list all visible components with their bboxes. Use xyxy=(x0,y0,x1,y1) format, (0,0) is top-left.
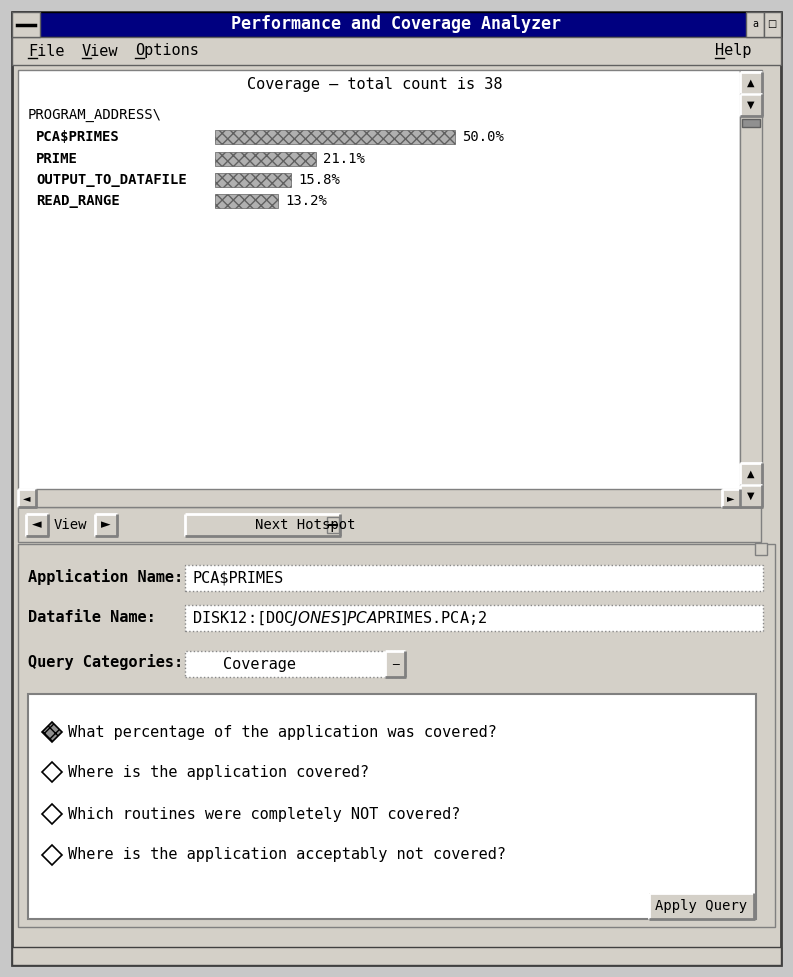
Bar xyxy=(12,12,781,37)
Text: Coverage – total count is 38: Coverage – total count is 38 xyxy=(247,76,503,92)
Bar xyxy=(12,947,781,965)
Text: Query Categories:: Query Categories: xyxy=(28,654,183,670)
Bar xyxy=(215,152,316,166)
Bar xyxy=(215,130,455,144)
Text: OUTPUT_TO_DATAFILE: OUTPUT_TO_DATAFILE xyxy=(36,173,186,187)
Text: View: View xyxy=(82,44,118,59)
Text: Where is the application covered?: Where is the application covered? xyxy=(68,764,369,780)
Bar xyxy=(742,119,760,127)
Text: DISK12:[DOC$JONES]PCA$PRIMES.PCA;2: DISK12:[DOC$JONES]PCA$PRIMES.PCA;2 xyxy=(192,609,488,627)
Text: PCA$PRIMES: PCA$PRIMES xyxy=(36,130,120,144)
Text: ▼: ▼ xyxy=(747,491,755,501)
Text: ◄: ◄ xyxy=(33,519,42,531)
Text: View: View xyxy=(54,518,87,532)
Polygon shape xyxy=(42,845,62,865)
Text: ◄: ◄ xyxy=(23,493,31,503)
Text: PRIME: PRIME xyxy=(36,152,78,166)
Text: Options: Options xyxy=(135,44,199,59)
Text: ─: ─ xyxy=(392,659,398,669)
Bar xyxy=(722,489,740,507)
Bar xyxy=(18,544,775,927)
Text: Coverage: Coverage xyxy=(224,657,297,671)
Bar xyxy=(327,517,339,533)
Bar xyxy=(215,194,278,208)
Polygon shape xyxy=(42,722,62,742)
Text: Datafile Name:: Datafile Name: xyxy=(28,610,155,624)
Bar xyxy=(185,605,763,631)
Bar xyxy=(185,514,340,536)
Bar xyxy=(755,543,767,555)
Text: ▲: ▲ xyxy=(747,78,755,88)
Bar xyxy=(746,12,764,37)
Text: ▲: ▲ xyxy=(747,469,755,479)
Text: PCA$PRIMES: PCA$PRIMES xyxy=(192,571,283,585)
Text: File: File xyxy=(28,44,64,59)
Text: Which routines were completely NOT covered?: Which routines were completely NOT cover… xyxy=(68,806,461,822)
Bar xyxy=(740,463,762,485)
Text: What percentage of the application was covered?: What percentage of the application was c… xyxy=(68,725,497,740)
Text: Where is the application acceptably not covered?: Where is the application acceptably not … xyxy=(68,847,506,863)
Bar xyxy=(740,94,762,116)
Text: Apply Query: Apply Query xyxy=(655,899,747,913)
Text: Application Name:: Application Name: xyxy=(28,569,183,585)
Bar xyxy=(18,489,36,507)
Polygon shape xyxy=(42,804,62,824)
Bar xyxy=(95,514,117,536)
Bar xyxy=(185,565,763,591)
Bar xyxy=(740,72,762,94)
Bar xyxy=(215,173,291,187)
Text: a: a xyxy=(752,19,758,29)
Bar xyxy=(12,37,781,65)
Bar xyxy=(649,893,754,919)
Text: Performance and Coverage Analyzer: Performance and Coverage Analyzer xyxy=(231,15,561,33)
Text: □: □ xyxy=(768,19,776,29)
Bar xyxy=(28,694,756,919)
Text: ►: ► xyxy=(727,493,735,503)
Bar xyxy=(764,12,781,37)
Text: 15.8%: 15.8% xyxy=(298,173,339,187)
Text: PROGRAM_ADDRESS\: PROGRAM_ADDRESS\ xyxy=(28,108,162,122)
Text: Help: Help xyxy=(715,44,752,59)
Bar xyxy=(740,70,762,507)
Text: 13.2%: 13.2% xyxy=(285,194,328,208)
Bar xyxy=(185,651,405,677)
Polygon shape xyxy=(42,762,62,782)
Bar xyxy=(740,485,762,507)
Bar xyxy=(18,507,761,542)
Bar xyxy=(18,70,740,507)
Text: Next Hotspot: Next Hotspot xyxy=(255,518,355,532)
Bar xyxy=(12,12,40,37)
Text: 21.1%: 21.1% xyxy=(324,152,365,166)
Bar xyxy=(18,489,740,507)
Bar xyxy=(26,514,48,536)
Text: READ_RANGE: READ_RANGE xyxy=(36,194,120,208)
Text: ▼: ▼ xyxy=(747,100,755,110)
Text: ►: ► xyxy=(102,519,111,531)
Bar xyxy=(385,651,405,677)
Text: 50.0%: 50.0% xyxy=(462,130,504,144)
